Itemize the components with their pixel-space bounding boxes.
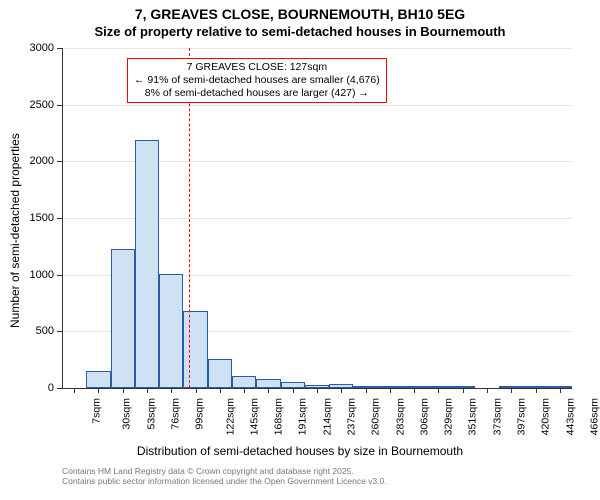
x-tick-mark: [438, 388, 439, 393]
chart-title: 7, GREAVES CLOSE, BOURNEMOUTH, BH10 5EG: [0, 6, 600, 22]
histogram-bar: [111, 249, 135, 388]
y-tick-label: 0: [22, 382, 54, 394]
histogram-bar: [86, 371, 110, 388]
x-tick-label: 145sqm: [248, 398, 260, 435]
histogram-bar: [208, 359, 232, 388]
x-tick-mark: [390, 388, 391, 393]
x-tick-mark: [560, 388, 561, 393]
x-tick-label: 466sqm: [588, 398, 600, 435]
x-axis-title: Distribution of semi-detached houses by …: [0, 444, 600, 458]
annotation-line: 7 GREAVES CLOSE: 127sqm: [134, 61, 380, 74]
x-tick-mark: [196, 388, 197, 393]
histogram-bar: [256, 379, 280, 388]
x-tick-label: 373sqm: [491, 398, 503, 435]
footer-line-2: Contains public sector information licen…: [62, 476, 387, 486]
annotation-line: 8% of semi-detached houses are larger (4…: [134, 87, 380, 100]
y-tick-label: 2000: [22, 155, 54, 167]
x-tick-label: 191sqm: [297, 398, 309, 435]
x-tick-mark: [487, 388, 488, 393]
y-tick-label: 1000: [22, 269, 54, 281]
x-tick-mark: [220, 388, 221, 393]
x-tick-label: 443sqm: [564, 398, 576, 435]
x-tick-mark: [147, 388, 148, 393]
x-tick-label: 76sqm: [170, 398, 182, 430]
y-tick-label: 500: [22, 325, 54, 337]
x-tick-mark: [317, 388, 318, 393]
x-tick-mark: [341, 388, 342, 393]
x-tick-label: 30sqm: [121, 398, 133, 430]
histogram-bar: [232, 376, 256, 388]
x-tick-mark: [74, 388, 75, 393]
x-tick-mark: [366, 388, 367, 393]
histogram-chart: 7, GREAVES CLOSE, BOURNEMOUTH, BH10 5EG …: [0, 0, 600, 500]
y-tick-label: 1500: [22, 212, 54, 224]
x-tick-label: 260sqm: [370, 398, 382, 435]
y-tick-label: 3000: [22, 42, 54, 54]
x-tick-label: 214sqm: [321, 398, 333, 435]
x-tick-mark: [536, 388, 537, 393]
x-tick-mark: [414, 388, 415, 393]
chart-subtitle: Size of property relative to semi-detach…: [0, 24, 600, 39]
histogram-bar: [159, 274, 183, 388]
x-tick-mark: [98, 388, 99, 393]
x-tick-label: 420sqm: [540, 398, 552, 435]
x-tick-label: 351sqm: [467, 398, 479, 435]
x-tick-label: 7sqm: [91, 398, 103, 424]
histogram-bar: [183, 311, 207, 388]
gridline: [62, 48, 572, 49]
y-axis-title: Number of semi-detached properties: [8, 133, 22, 328]
histogram-bar: [135, 140, 159, 388]
footer-line-1: Contains HM Land Registry data © Crown c…: [62, 466, 387, 476]
x-tick-mark: [123, 388, 124, 393]
x-tick-mark: [463, 388, 464, 393]
y-tick-label: 2500: [22, 99, 54, 111]
x-tick-label: 306sqm: [418, 398, 430, 435]
x-tick-label: 283sqm: [394, 398, 406, 435]
footer-note: Contains HM Land Registry data © Crown c…: [62, 466, 387, 486]
x-tick-label: 329sqm: [443, 398, 455, 435]
x-tick-label: 53sqm: [145, 398, 157, 430]
x-tick-label: 397sqm: [515, 398, 527, 435]
annotation-box: 7 GREAVES CLOSE: 127sqm← 91% of semi-det…: [127, 58, 387, 103]
annotation-line: ← 91% of semi-detached houses are smalle…: [134, 74, 380, 87]
x-tick-mark: [171, 388, 172, 393]
y-axis-line: [62, 48, 63, 388]
x-tick-mark: [244, 388, 245, 393]
x-tick-label: 168sqm: [273, 398, 285, 435]
x-tick-label: 237sqm: [345, 398, 357, 435]
gridline: [62, 105, 572, 106]
x-tick-mark: [293, 388, 294, 393]
x-tick-mark: [268, 388, 269, 393]
x-tick-mark: [511, 388, 512, 393]
x-tick-label: 99sqm: [194, 398, 206, 430]
x-tick-label: 122sqm: [224, 398, 236, 435]
